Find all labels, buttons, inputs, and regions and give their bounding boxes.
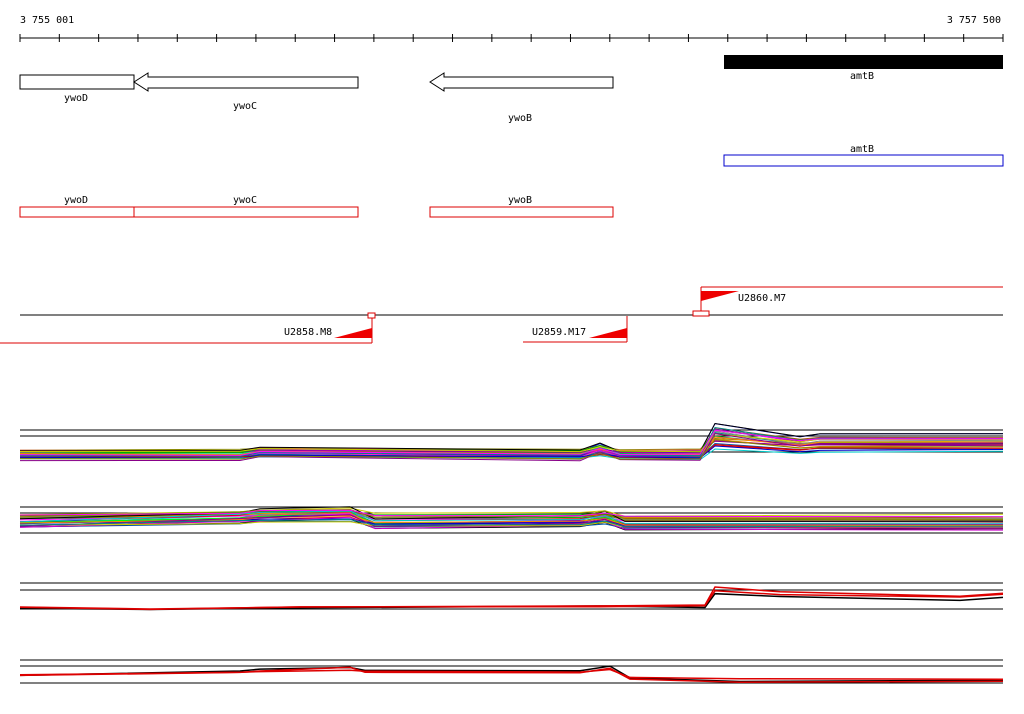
cds-label: ywoB bbox=[508, 195, 532, 206]
cds-box bbox=[133, 206, 359, 218]
expression-profile bbox=[19, 433, 1004, 462]
expression-profile bbox=[19, 433, 1004, 453]
gene-label: ywoD bbox=[64, 93, 88, 104]
ruler-end: 3 757 500 bbox=[947, 15, 1001, 26]
expression-profile bbox=[19, 666, 1004, 683]
expression-profile bbox=[19, 518, 1004, 528]
gene-ywod bbox=[19, 74, 135, 90]
ruler-ticks bbox=[19, 34, 1004, 42]
expression-profile bbox=[19, 429, 1004, 456]
ruler-start: 3 755 001 bbox=[20, 15, 74, 26]
gene-amtb bbox=[724, 55, 1003, 69]
cds-label: ywoC bbox=[233, 195, 257, 206]
transcript-flag bbox=[589, 328, 627, 338]
gene-label: amtB bbox=[850, 71, 874, 82]
expression-profile bbox=[19, 445, 1004, 459]
transcript-flag bbox=[334, 328, 372, 338]
expression-profile bbox=[19, 518, 1004, 526]
cds-label: ywoD bbox=[64, 195, 88, 206]
transcript-start bbox=[692, 310, 710, 317]
cds-box bbox=[19, 206, 135, 218]
expression-profile bbox=[19, 515, 1004, 526]
annotation-label: amtB bbox=[850, 144, 874, 155]
expression-profile bbox=[19, 509, 1004, 518]
transcript-label: U2858.M8 bbox=[284, 327, 332, 338]
expression-profile bbox=[19, 510, 1004, 524]
expression-profile bbox=[19, 516, 1004, 531]
expression-profile bbox=[19, 590, 1004, 611]
gene-ywoc bbox=[133, 72, 359, 92]
annotation-box bbox=[723, 154, 1004, 167]
transcript-label: U2859.M17 bbox=[532, 327, 586, 338]
transcript-label: U2860.M7 bbox=[738, 293, 786, 304]
transcript-flag bbox=[701, 291, 739, 301]
gene-label: ywoC bbox=[233, 101, 257, 112]
transcript-start bbox=[367, 312, 376, 319]
expression-profile bbox=[19, 509, 1004, 520]
gene-label: ywoB bbox=[508, 113, 532, 124]
gene-ywob bbox=[429, 72, 614, 92]
expression-profile bbox=[19, 439, 1004, 460]
cds-box bbox=[429, 206, 614, 218]
expression-profile bbox=[19, 665, 1004, 683]
expression-tracks bbox=[19, 422, 1004, 684]
